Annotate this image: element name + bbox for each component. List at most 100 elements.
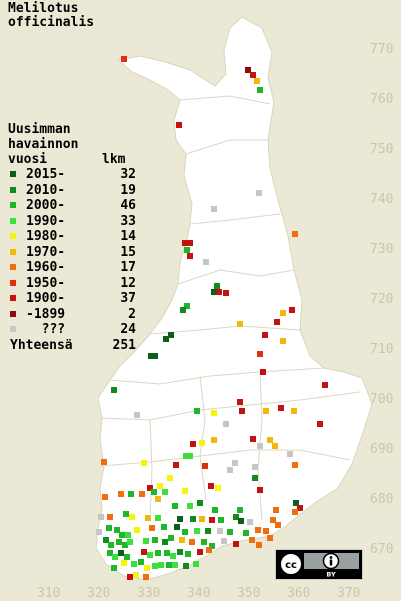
observation-square (118, 491, 124, 497)
legend-row: ??? 24 (8, 322, 136, 338)
observation-square (292, 462, 298, 468)
northing-label: 760 (370, 92, 393, 107)
observation-square (187, 240, 193, 246)
observation-square (144, 565, 150, 571)
observation-square (111, 387, 117, 393)
observation-square (128, 491, 134, 497)
observation-square (148, 353, 154, 359)
legend-count: 12 (120, 275, 136, 291)
observation-square (260, 369, 266, 375)
observation-square (201, 539, 207, 545)
observation-square (216, 289, 222, 295)
legend-year-label: 2000- (26, 198, 66, 213)
observation-square (252, 464, 258, 470)
observation-square (217, 528, 223, 534)
observation-square (233, 541, 239, 547)
legend-total-count: 251 (112, 337, 136, 353)
observation-square (293, 500, 299, 506)
observation-square (141, 549, 147, 555)
northing-label: 720 (370, 292, 393, 307)
observation-square (98, 514, 104, 520)
observation-square (127, 539, 133, 545)
observation-square (250, 72, 256, 78)
observation-square (239, 408, 245, 414)
observation-square (291, 408, 297, 414)
observation-square (183, 453, 189, 459)
observation-square (122, 542, 128, 548)
observation-square (238, 518, 244, 524)
observation-square (172, 503, 178, 509)
observation-square (278, 405, 284, 411)
legend-year-label: 1900- (26, 291, 66, 306)
observation-square (280, 310, 286, 316)
observation-square (275, 522, 281, 528)
observation-square (280, 338, 286, 344)
observation-square (292, 509, 298, 515)
observation-square (267, 535, 273, 541)
observation-square (141, 460, 147, 466)
observation-square (197, 549, 203, 555)
legend-year-label: 2010- (26, 182, 66, 198)
observation-square (193, 561, 199, 567)
observation-square (317, 421, 323, 427)
observation-square (270, 517, 276, 523)
observation-square (223, 421, 229, 427)
observation-square (180, 307, 186, 313)
observation-square (170, 553, 176, 559)
observation-square (257, 87, 263, 93)
observation-square (237, 321, 243, 327)
legend-row: 1970- 15 (8, 244, 136, 261)
observation-square (184, 247, 190, 253)
legend-year-header: vuosi (8, 152, 48, 167)
legend-row: 1980- 14 (8, 229, 136, 245)
observation-square (243, 530, 249, 536)
species-epithet: officinalis (8, 15, 95, 30)
observation-square (131, 561, 137, 567)
observation-square (211, 289, 217, 295)
observation-square (107, 514, 113, 520)
observation-square (187, 453, 193, 459)
observation-square (202, 463, 208, 469)
observation-square (155, 550, 161, 556)
legend-row: 1960- 17 (8, 260, 136, 276)
observation-square (211, 410, 217, 416)
observation-square (249, 537, 255, 543)
legend-year-label: 1970- (26, 244, 66, 260)
observation-square (102, 494, 108, 500)
observation-square (237, 507, 243, 513)
legend: Uusimman havainnon vuosi lkm 2015- 32 201… (8, 122, 136, 354)
observation-square (273, 507, 279, 513)
observation-square (176, 122, 182, 128)
cc-by-license-badge[interactable]: cc BY (275, 549, 363, 580)
observation-square (164, 550, 170, 556)
observation-square (127, 574, 133, 580)
observation-square (172, 562, 178, 568)
observation-square (119, 532, 125, 538)
observation-squares (96, 56, 328, 580)
legend-swatch (10, 186, 16, 193)
observation-square (232, 460, 238, 466)
observation-square (292, 231, 298, 237)
observation-square (187, 253, 193, 259)
legend-swatch (10, 326, 16, 332)
observation-square (101, 459, 107, 465)
legend-year-label: ??? (26, 322, 66, 337)
observation-square (168, 332, 174, 338)
observation-square (152, 563, 158, 569)
northing-label: 740 (370, 192, 393, 207)
legend-year-label: 1960- (26, 260, 66, 275)
attribution-icon (322, 552, 340, 570)
observation-square (263, 528, 269, 534)
observation-square (218, 517, 224, 523)
easting-label: 350 (237, 586, 260, 601)
observation-square (211, 437, 217, 443)
legend-swatch (10, 171, 16, 177)
observation-square (114, 527, 120, 533)
observation-square (209, 517, 215, 523)
observation-square (124, 554, 130, 560)
legend-count: 14 (120, 229, 136, 244)
observation-square (173, 462, 179, 468)
legend-title-line-2: havainnon (8, 137, 79, 152)
observation-square (267, 437, 273, 443)
observation-square (214, 283, 220, 289)
